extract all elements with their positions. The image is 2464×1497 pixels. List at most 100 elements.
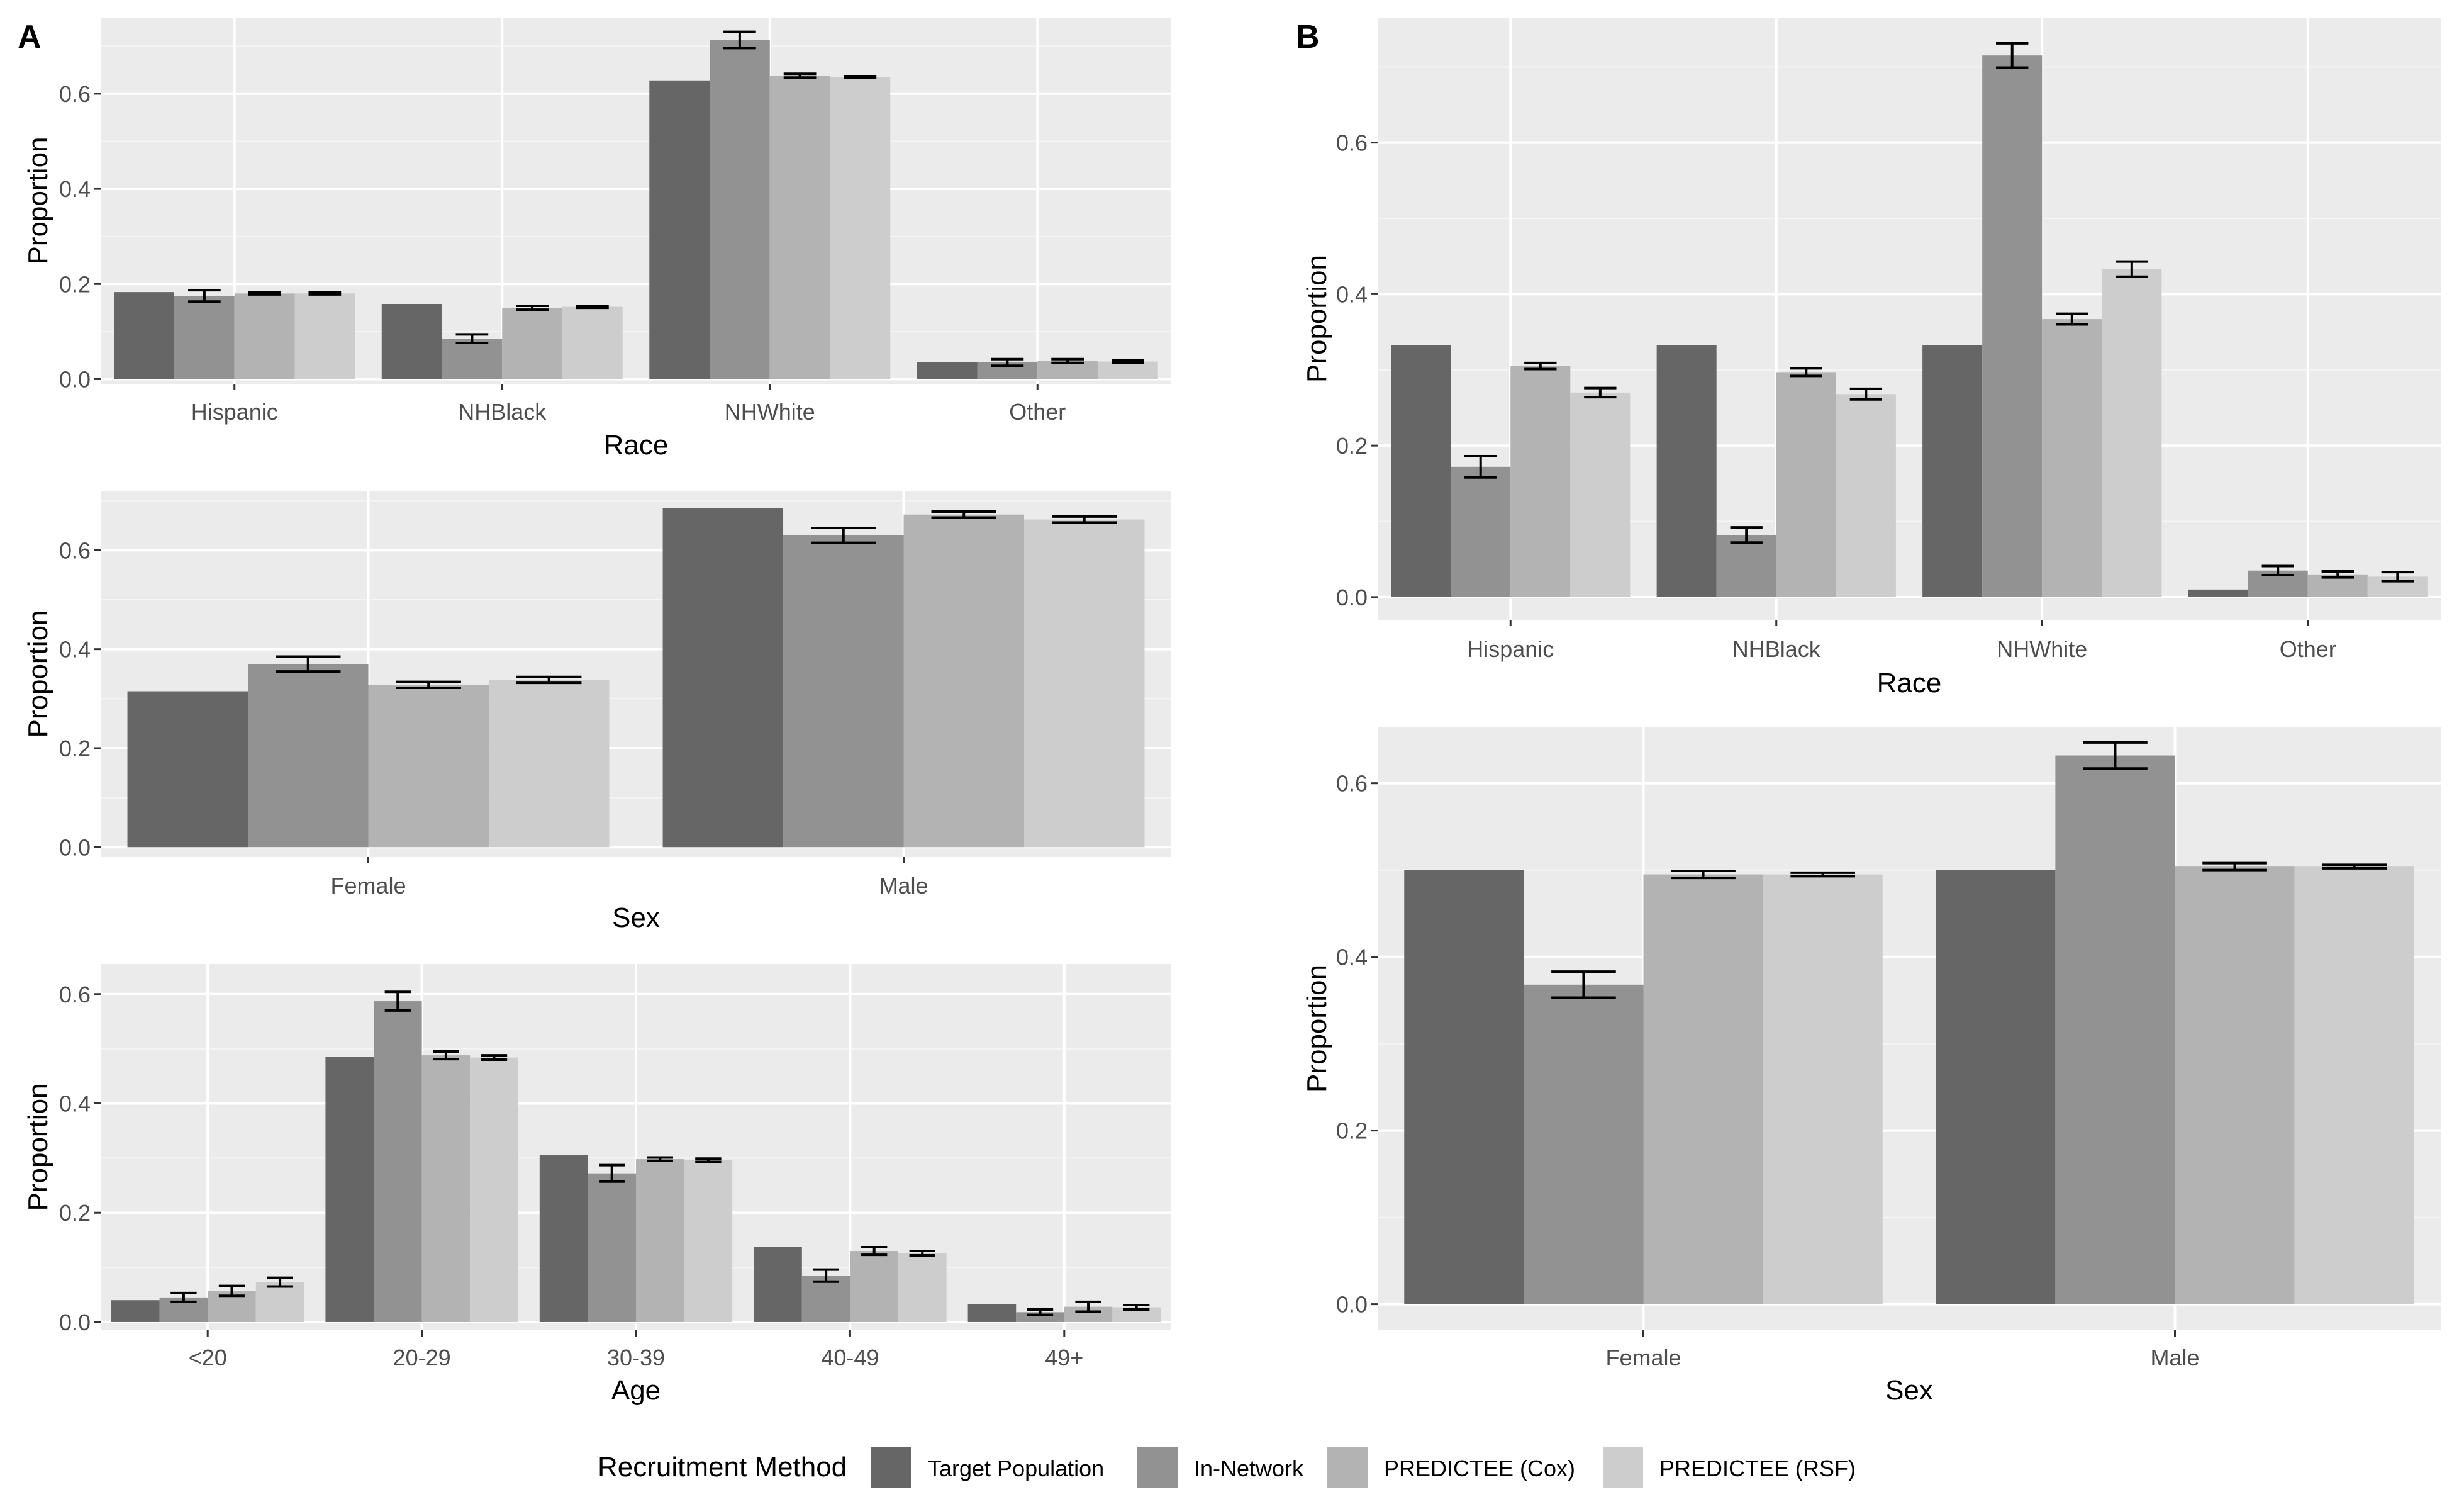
y-tick-label: 0.4: [1336, 945, 1368, 970]
y-axis-title: Proportion: [23, 1083, 53, 1211]
y-tick-label: 0.0: [1336, 1292, 1368, 1318]
x-tick-label: Male: [2150, 1345, 2199, 1371]
y-tick-label: 0.2: [59, 271, 91, 297]
x-axis-title: Race: [604, 430, 669, 461]
bar: [255, 1282, 304, 1322]
bar: [1922, 345, 1983, 597]
x-tick-label: 40-49: [821, 1345, 879, 1371]
bar: [801, 1276, 850, 1322]
x-tick-label: 20-29: [393, 1345, 451, 1371]
bar: [967, 1304, 1017, 1322]
legend-key: [1603, 1447, 1643, 1488]
bar: [470, 1057, 518, 1322]
bar: [783, 535, 904, 848]
bar: [1112, 1307, 1161, 1322]
x-tick-label: Female: [330, 873, 406, 899]
x-axis-title: Age: [611, 1375, 661, 1406]
x-axis-title: Sex: [1885, 1375, 1933, 1406]
legend-label: In-Network: [1194, 1455, 1304, 1481]
bar: [1510, 366, 1571, 597]
bar: [539, 1155, 588, 1322]
panel-tag-a: A: [18, 19, 42, 55]
bar: [2175, 866, 2295, 1304]
bar: [710, 40, 770, 379]
y-tick-label: 0.0: [59, 834, 91, 860]
bar: [127, 691, 248, 848]
y-tick-label: 0.4: [59, 176, 91, 202]
legend-label: Target Population: [928, 1455, 1104, 1481]
bar: [830, 77, 891, 379]
x-tick-label: Male: [879, 873, 928, 899]
bar: [2042, 319, 2102, 597]
panel-tag-b: B: [1296, 19, 1320, 55]
bar: [325, 1057, 374, 1322]
bar: [1570, 392, 1631, 597]
chart-5: 0.0 0.2 0.4 0.6 Female Male Sex Proportion: [1302, 727, 2441, 1406]
charts-container: 0.0 0.2 0.4 0.6 Hispanic NHBlack NHWhite Other R…: [23, 18, 2441, 1406]
chart-3: 0.0 0.2 0.4 0.6 <20 20-29 30-39 40-49 49+ Age Prop…: [23, 964, 1171, 1406]
bar: [2102, 269, 2162, 597]
bar: [754, 1247, 802, 1322]
y-tick-label: 0.0: [59, 366, 91, 392]
x-tick-label: Hispanic: [1467, 636, 1554, 662]
bar: [502, 308, 562, 379]
legend: Recruitment Method Target Population In-N…: [598, 1447, 1856, 1488]
x-tick-label: NHBlack: [458, 399, 547, 425]
bar: [1097, 361, 1158, 379]
y-tick-label: 0.6: [1336, 771, 1368, 797]
bar: [368, 685, 489, 848]
x-axis-title: Sex: [612, 902, 660, 933]
y-axis-title: Proportion: [23, 610, 53, 737]
legend-label: PREDICTEE (Cox): [1384, 1455, 1575, 1481]
bar: [1936, 870, 2056, 1304]
bar: [1656, 345, 1717, 597]
x-tick-label: <20: [189, 1345, 227, 1371]
bar: [1982, 55, 2043, 597]
bar: [1836, 394, 1896, 597]
bar: [1391, 345, 1451, 597]
y-tick-label: 0.6: [1336, 130, 1368, 156]
bar: [769, 76, 830, 379]
bar: [1716, 535, 1776, 597]
bar: [1451, 466, 1511, 597]
bar: [1643, 874, 1763, 1304]
legend-key: [1137, 1447, 1178, 1488]
y-tick-label: 0.4: [59, 1091, 91, 1117]
y-tick-label: 0.2: [59, 1200, 91, 1226]
bar: [488, 680, 610, 848]
legend-label: PREDICTEE (RSF): [1659, 1455, 1856, 1481]
y-tick-label: 0.6: [59, 537, 91, 563]
bar: [649, 80, 710, 379]
bar: [588, 1173, 636, 1322]
legend-title: Recruitment Method: [598, 1452, 847, 1483]
bar: [1776, 372, 1836, 597]
y-tick-label: 0.0: [1336, 585, 1368, 610]
x-tick-label: 49+: [1045, 1345, 1083, 1371]
bar: [2188, 589, 2248, 597]
bar: [234, 293, 295, 379]
y-tick-label: 0.2: [1336, 433, 1368, 459]
bar: [1763, 874, 1883, 1304]
bar: [1023, 519, 1145, 848]
x-tick-label: Female: [1605, 1345, 1681, 1371]
legend-key: [1327, 1447, 1368, 1488]
legend-key: [871, 1447, 911, 1488]
x-tick-label: Other: [1009, 399, 1066, 425]
bar: [174, 296, 235, 379]
bar: [684, 1160, 733, 1322]
y-tick-label: 0.4: [59, 637, 91, 663]
y-axis-title: Proportion: [23, 137, 53, 264]
y-axis-title: Proportion: [1302, 965, 1332, 1092]
bar: [2055, 755, 2175, 1304]
y-tick-label: 0.6: [59, 982, 91, 1007]
y-tick-label: 0.2: [59, 736, 91, 761]
bar: [562, 306, 623, 379]
bar: [374, 1001, 422, 1322]
bar: [898, 1253, 947, 1322]
x-tick-label: NHBlack: [1732, 636, 1821, 662]
x-tick-label: Other: [2280, 636, 2336, 662]
y-tick-label: 0.0: [59, 1309, 91, 1335]
bar: [421, 1055, 471, 1322]
y-tick-label: 0.6: [59, 81, 91, 107]
